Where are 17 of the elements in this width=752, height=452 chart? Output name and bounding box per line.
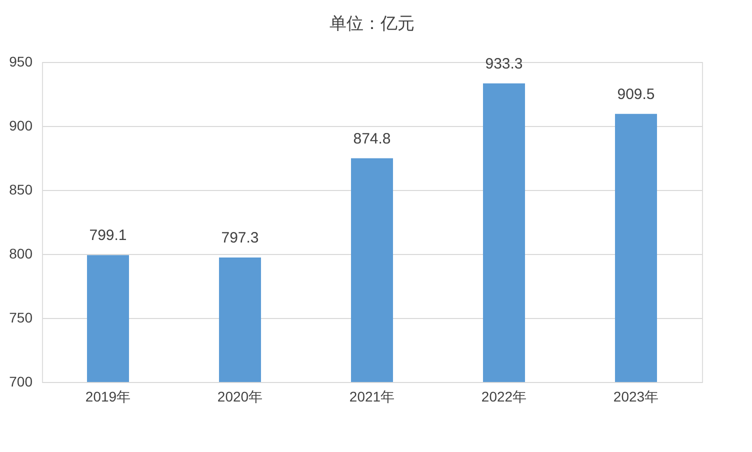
y-tick-label: 900 — [9, 118, 33, 134]
chart-title: 单位：亿元 — [330, 14, 414, 33]
y-tick-label: 700 — [9, 374, 33, 390]
data-label: 797.3 — [221, 229, 259, 246]
x-tick-label: 2020年 — [217, 388, 263, 404]
y-tick-label: 850 — [9, 182, 33, 198]
y-tick-label: 950 — [9, 54, 33, 70]
y-tick-label: 800 — [9, 246, 33, 262]
data-label: 799.1 — [89, 227, 127, 244]
y-tick-label: 750 — [9, 310, 33, 326]
x-tick-label: 2021年 — [349, 388, 395, 404]
x-tick-label: 2023年 — [613, 388, 659, 404]
x-tick-label: 2022年 — [481, 388, 527, 404]
data-label: 874.8 — [353, 130, 391, 148]
data-label: 933.3 — [485, 55, 523, 72]
x-tick-label: 2019年 — [85, 388, 131, 404]
data-label: 909.5 — [617, 86, 655, 103]
